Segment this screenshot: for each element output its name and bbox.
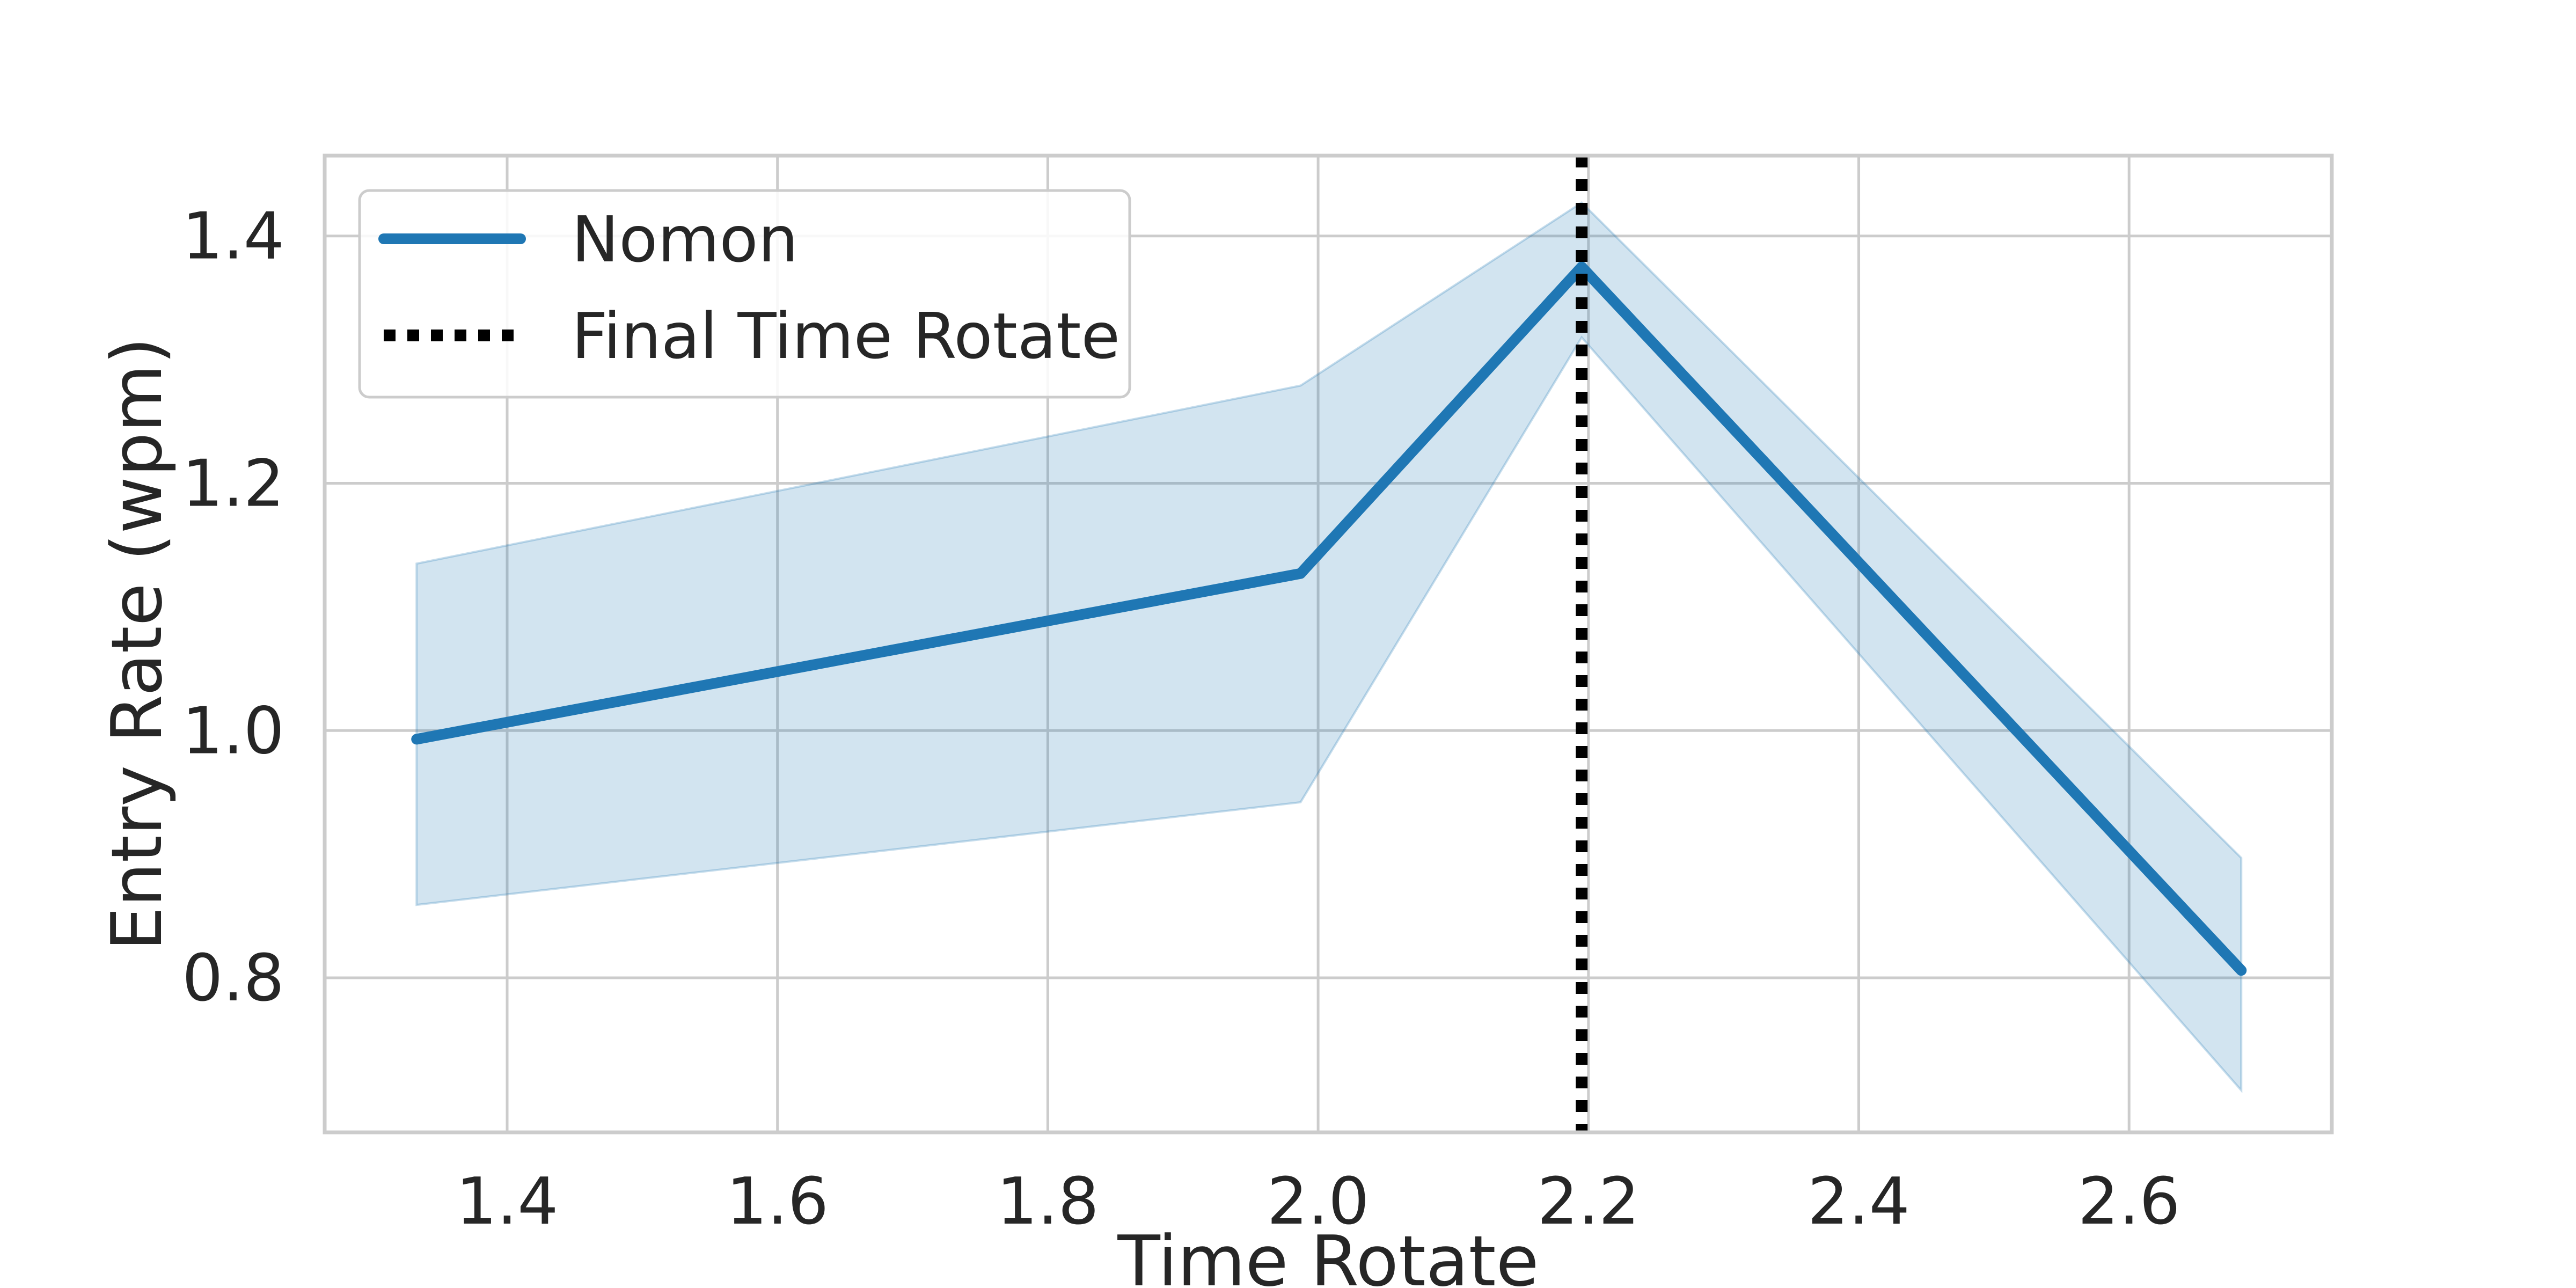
confidence-band-layer bbox=[415, 201, 2243, 1093]
x-tick-label: 1.6 bbox=[726, 1165, 829, 1239]
x-tick-label: 2.0 bbox=[1267, 1165, 1370, 1239]
plot-border bbox=[323, 153, 2334, 1135]
y-tick-label: 1.0 bbox=[182, 694, 284, 769]
legend-label-final-time-rotate: Final Time Rotate bbox=[572, 299, 1120, 373]
x-tick-label: 2.6 bbox=[2078, 1165, 2180, 1239]
y-tick-label: 0.8 bbox=[182, 941, 284, 1016]
tick-labels: 1.4 1.6 1.8 2.0 2.2 2.4 2.6 0.8 1.0 1.2 1.4 bbox=[182, 200, 2180, 1239]
y-axis-label: Entry Rate (wpm) bbox=[96, 337, 178, 951]
x-tick-label: 2.4 bbox=[1807, 1165, 1910, 1239]
x-tick-label: 1.4 bbox=[456, 1165, 559, 1239]
x-tick-label: 1.8 bbox=[997, 1165, 1099, 1239]
legend: Nomon Final Time Rotate bbox=[358, 189, 1131, 399]
confidence-band-nomon bbox=[415, 201, 2243, 1093]
plot-frame bbox=[323, 153, 2334, 1135]
y-tick-label: 1.2 bbox=[182, 447, 284, 522]
x-tick-label: 2.2 bbox=[1537, 1165, 1640, 1239]
x-axis-label: Time Rotate bbox=[1117, 1220, 1539, 1288]
series-line-nomon bbox=[411, 261, 2247, 976]
legend-box bbox=[358, 189, 1131, 399]
series-layer bbox=[411, 156, 2247, 1132]
legend-label-nomon: Nomon bbox=[572, 202, 798, 276]
y-tick-label: 1.4 bbox=[182, 200, 284, 274]
